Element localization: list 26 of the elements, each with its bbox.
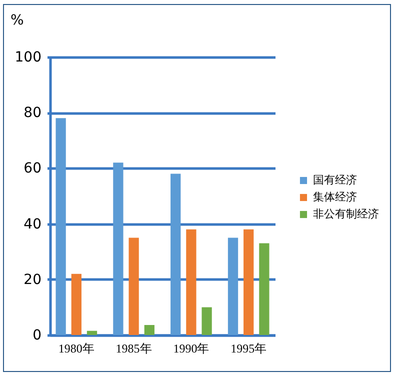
- y-tick-label: 0: [32, 328, 42, 344]
- y-axis-title: %: [10, 12, 24, 28]
- x-tick-label: 1990年: [173, 342, 210, 356]
- y-tick-label: 40: [24, 216, 42, 232]
- x-tick-label: 1980年: [58, 342, 94, 356]
- bar: [186, 229, 196, 335]
- legend-label: 非公有制经济: [313, 208, 379, 220]
- bar: [128, 238, 139, 335]
- y-tick-label: 20: [24, 272, 42, 288]
- bar: [144, 324, 154, 335]
- bar: [170, 174, 181, 335]
- y-tick-label: 100: [14, 50, 42, 66]
- bar: [259, 243, 270, 335]
- bar: [56, 118, 66, 335]
- x-tick-label: 1985年: [116, 342, 152, 356]
- bar: [244, 229, 254, 335]
- bar: [71, 274, 82, 335]
- x-tick-label: 1995年: [230, 342, 267, 356]
- bar: [202, 307, 212, 335]
- bar: [228, 238, 238, 335]
- y-tick-label: 60: [24, 160, 42, 177]
- bar: [86, 330, 98, 335]
- legend-label: 集体经济: [313, 190, 357, 204]
- y-tick-label: 80: [24, 105, 42, 122]
- bar: [113, 162, 124, 335]
- legend-label: 国有经济: [313, 174, 357, 186]
